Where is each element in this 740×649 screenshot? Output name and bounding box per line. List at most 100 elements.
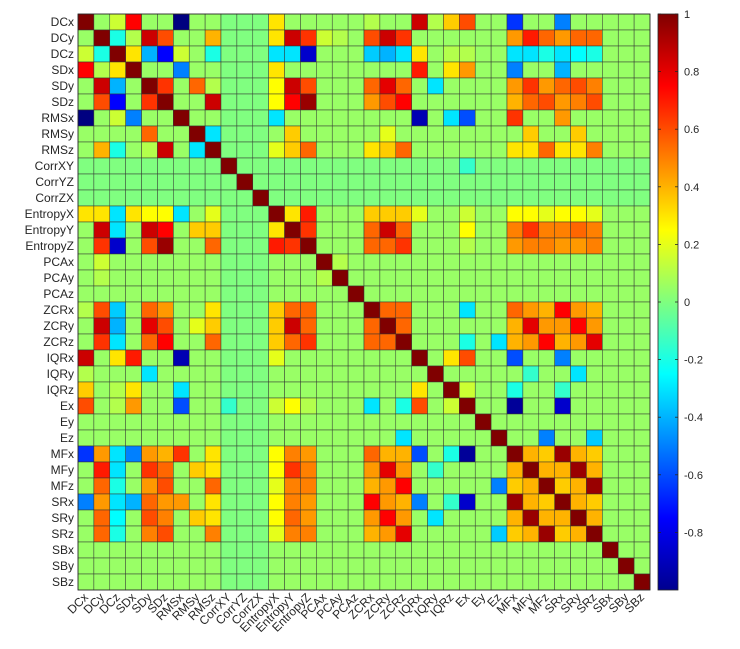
heatmap-cell (268, 397, 285, 415)
heatmap-cell (109, 285, 126, 303)
heatmap-cell (157, 269, 174, 287)
heatmap-cell (284, 413, 301, 431)
heatmap-cell (570, 173, 587, 191)
heatmap-cell (617, 205, 635, 223)
heatmap-cell (347, 61, 365, 79)
heatmap-cell (268, 93, 285, 111)
heatmap-cell (522, 477, 540, 495)
heatmap-cell (363, 61, 381, 79)
heatmap-cell (411, 221, 428, 239)
heatmap-cell (586, 285, 603, 303)
heatmap-cell (109, 301, 126, 319)
heatmap-cell (490, 445, 508, 463)
heatmap-cell (125, 29, 142, 47)
heatmap-cell (204, 93, 222, 111)
heatmap-cell (331, 77, 349, 95)
heatmap-cell (284, 429, 301, 447)
heatmap-cell (316, 13, 333, 31)
heatmap-cell (300, 141, 317, 159)
heatmap-cell (379, 125, 397, 143)
heatmap-cell (316, 461, 333, 479)
heatmap-cell (633, 541, 651, 559)
heatmap-cell (538, 29, 555, 47)
heatmap-cell (316, 349, 333, 367)
heatmap-cell (427, 125, 444, 143)
heatmap-cell (411, 509, 428, 527)
heatmap-cell (427, 573, 444, 591)
heatmap-cell (125, 205, 142, 223)
heatmap-cell (188, 301, 206, 319)
heatmap-cell (93, 109, 111, 127)
heatmap-cell (617, 525, 635, 543)
heatmap-cell (602, 525, 619, 543)
x-tick-label: SBz (622, 590, 647, 615)
heatmap-cell (443, 29, 460, 47)
heatmap-cell (188, 365, 206, 383)
heatmap-cell (474, 13, 492, 31)
heatmap-cell (268, 253, 285, 271)
heatmap-cell (109, 477, 126, 495)
heatmap-cell (379, 189, 397, 207)
heatmap-cell (379, 317, 397, 335)
heatmap-cell (316, 269, 333, 287)
heatmap-cell (506, 125, 524, 143)
heatmap-cell (474, 349, 492, 367)
heatmap-cell (141, 61, 158, 79)
heatmap-cell (602, 141, 619, 159)
heatmap-cell (125, 381, 142, 399)
heatmap-cell (379, 349, 397, 367)
heatmap-cell (125, 109, 142, 127)
heatmap-cell (268, 13, 285, 31)
heatmap-cell (538, 125, 555, 143)
heatmap-cell (236, 413, 254, 431)
heatmap-cell (395, 477, 412, 495)
heatmap-cell (379, 381, 397, 399)
heatmap-cell (586, 525, 603, 543)
heatmap-cell (443, 205, 460, 223)
heatmap-cell (617, 349, 635, 367)
heatmap-cell (220, 557, 238, 575)
heatmap-cell (157, 397, 174, 415)
heatmap-cell (93, 541, 111, 559)
heatmap-cell (204, 77, 222, 95)
heatmap-cell (204, 173, 222, 191)
heatmap-cell (252, 541, 269, 559)
heatmap-cell (284, 77, 301, 95)
heatmap-cell (427, 141, 444, 159)
heatmap-cell (284, 125, 301, 143)
heatmap-cell (427, 445, 444, 463)
heatmap-cell (602, 573, 619, 591)
heatmap-cell (188, 317, 206, 335)
heatmap-cell (125, 141, 142, 159)
heatmap-cell (173, 557, 190, 575)
heatmap-cell (411, 93, 428, 111)
heatmap-cell (427, 349, 444, 367)
heatmap-cell (93, 493, 111, 511)
heatmap-cell (474, 365, 492, 383)
heatmap-cell (284, 477, 301, 495)
heatmap-cell (268, 541, 285, 559)
heatmap-cell (204, 477, 222, 495)
heatmap-cell (459, 29, 476, 47)
heatmap-cell (141, 317, 158, 335)
heatmap-cell (363, 333, 381, 351)
heatmap-cell (268, 365, 285, 383)
heatmap-cell (300, 461, 317, 479)
heatmap-cell (411, 557, 428, 575)
heatmap-cell (268, 189, 285, 207)
heatmap-cell (506, 29, 524, 47)
heatmap-cell (554, 509, 571, 527)
heatmap-cell (586, 13, 603, 31)
heatmap-cell (602, 253, 619, 271)
heatmap-cell (427, 429, 444, 447)
heatmap-cell (602, 189, 619, 207)
heatmap-cell (538, 93, 555, 111)
colorbar-tick-label: -0.6 (684, 470, 703, 482)
heatmap-cell (268, 493, 285, 511)
heatmap-cell (220, 445, 238, 463)
heatmap-cell (300, 509, 317, 527)
heatmap-cell (236, 77, 254, 95)
heatmap-cell (538, 461, 555, 479)
heatmap-cell (93, 93, 111, 111)
heatmap-cell (93, 397, 111, 415)
